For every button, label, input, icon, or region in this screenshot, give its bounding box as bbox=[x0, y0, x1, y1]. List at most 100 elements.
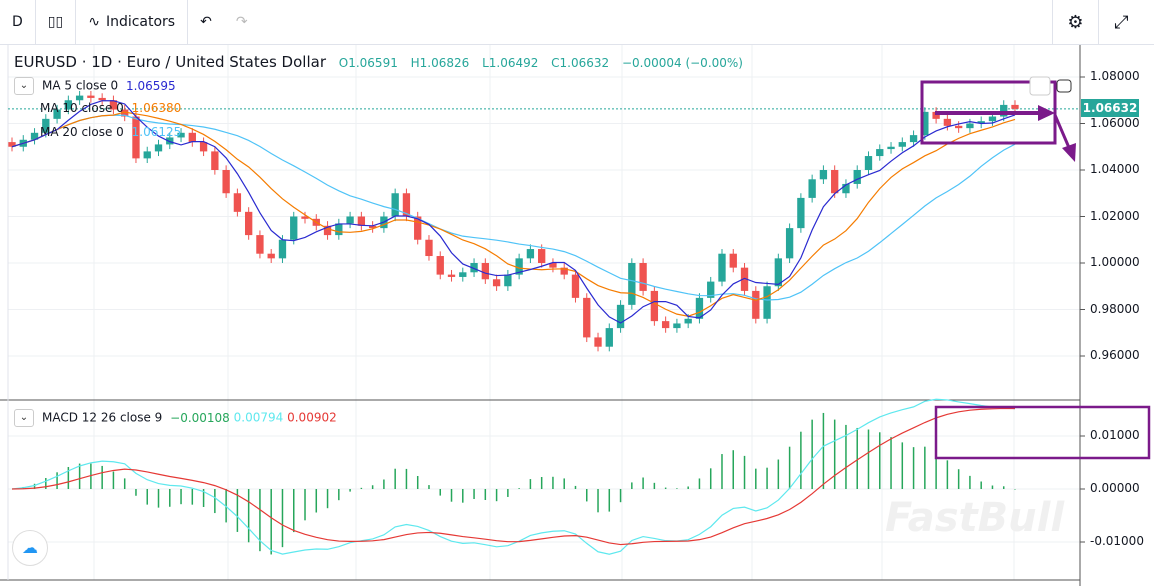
macd-value: 0.00794 bbox=[233, 410, 284, 425]
candle-body bbox=[876, 149, 884, 157]
collapse-chevron-icon[interactable]: ⌄ bbox=[14, 409, 34, 427]
candle-body bbox=[797, 197, 805, 229]
redo-icon[interactable]: ↷ bbox=[235, 14, 248, 30]
candle-body bbox=[53, 109, 61, 119]
candle-body bbox=[1011, 104, 1019, 109]
candle-body bbox=[752, 290, 760, 319]
candle-body bbox=[594, 337, 602, 347]
candle-body bbox=[143, 151, 151, 159]
macd-signal-value: 0.00902 bbox=[287, 410, 337, 425]
candle-body bbox=[571, 274, 580, 298]
macd-legend: ⌄ MACD 12 26 close 9 −0.00108 0.00794 0.0… bbox=[14, 409, 337, 427]
candle-body bbox=[560, 267, 568, 275]
macd-tick-label: -0.01000 bbox=[1090, 534, 1144, 548]
gear-icon[interactable]: ⚙ bbox=[1052, 0, 1098, 44]
macd-tick-label: 0.01000 bbox=[1090, 428, 1140, 442]
candle-body bbox=[684, 318, 692, 324]
annotation-arrowhead bbox=[1038, 105, 1055, 121]
candle-body bbox=[121, 109, 129, 117]
candle-body bbox=[368, 225, 377, 229]
ma5-legend: ⌄ MA 5 close 0 1.06595 bbox=[14, 77, 176, 95]
candle-body bbox=[481, 263, 489, 280]
candle-body bbox=[549, 263, 557, 268]
candle-body bbox=[245, 211, 253, 236]
fullscreen-icon[interactable]: ⤢ bbox=[1098, 0, 1144, 44]
candle-body bbox=[233, 193, 242, 212]
annotation-arrow-down bbox=[1053, 114, 1072, 151]
ma5-line bbox=[11, 100, 1016, 324]
candle-body bbox=[98, 97, 106, 101]
candle-body bbox=[695, 297, 704, 319]
candle-body bbox=[256, 235, 264, 254]
candle-body bbox=[290, 216, 298, 240]
candle-body bbox=[132, 116, 140, 159]
symbol-legend: EURUSD · 1D · Euro / United States Dolla… bbox=[14, 53, 743, 71]
candle-body bbox=[977, 121, 985, 124]
collapse-chevron-icon[interactable]: ⌄ bbox=[14, 77, 34, 95]
interval-button[interactable]: D bbox=[0, 0, 36, 44]
ma5-value: 1.06595 bbox=[126, 78, 176, 93]
macd-label: MACD 12 26 close 9 bbox=[42, 410, 163, 425]
price-tick-label: 1.06000 bbox=[1090, 115, 1140, 130]
candle-body bbox=[188, 132, 196, 143]
candle-body bbox=[459, 272, 467, 277]
candle-body bbox=[605, 328, 613, 347]
candle-body bbox=[425, 239, 433, 257]
candle-body bbox=[864, 156, 873, 170]
macd-line bbox=[11, 398, 1016, 555]
symbol-title: EURUSD · 1D · Euro / United States Dolla… bbox=[14, 53, 326, 71]
annotation-box bbox=[920, 80, 1057, 145]
candle-body bbox=[346, 216, 354, 224]
ma20-value: 1.06125 bbox=[131, 125, 182, 139]
candle-body bbox=[75, 95, 84, 101]
candle-body bbox=[199, 142, 208, 152]
price-tick-label: 1.02000 bbox=[1090, 208, 1140, 223]
indicators-button[interactable]: ∿ Indicators bbox=[76, 0, 189, 44]
candle-body bbox=[42, 118, 50, 133]
candle-body bbox=[785, 228, 794, 259]
candle-body bbox=[391, 193, 399, 217]
candle-body bbox=[853, 170, 861, 184]
candle-body bbox=[887, 146, 895, 150]
auto-scale-icon bbox=[1056, 79, 1072, 93]
ma10-value: 1.06380 bbox=[131, 101, 182, 115]
candle-body bbox=[729, 253, 737, 268]
scroll-to-latest-button bbox=[1029, 76, 1051, 96]
price-tick-label: 1.04000 bbox=[1090, 162, 1140, 176]
candle-body bbox=[628, 263, 636, 305]
candles-icon[interactable]: ▯▯ bbox=[36, 0, 77, 44]
candle-body bbox=[966, 123, 974, 129]
candle-body bbox=[1000, 104, 1008, 117]
candle-body bbox=[954, 125, 963, 129]
candle-body bbox=[932, 111, 940, 119]
candle-body bbox=[661, 321, 670, 329]
price-tick-label: 0.98000 bbox=[1090, 301, 1140, 316]
macd-signal-line bbox=[11, 407, 1016, 546]
top-toolbar: D ▯▯ ∿ Indicators ↶ ↷ ⚙ ⤢ bbox=[0, 0, 1154, 45]
candle-body bbox=[718, 253, 726, 282]
watermark: FastBull bbox=[885, 495, 1065, 541]
candle-body bbox=[707, 281, 715, 298]
candle-body bbox=[673, 323, 681, 329]
tradingview-logo-icon[interactable]: ☁ bbox=[12, 530, 48, 566]
candle-body bbox=[278, 239, 287, 259]
candle-body bbox=[30, 132, 39, 140]
annotation-arrowhead bbox=[1062, 143, 1076, 162]
candle-body bbox=[447, 274, 456, 277]
undo-icon[interactable]: ↶ bbox=[200, 14, 212, 30]
candle-body bbox=[909, 135, 918, 143]
candle-body bbox=[166, 137, 174, 145]
candle-body bbox=[763, 286, 771, 319]
candle-body bbox=[774, 258, 782, 287]
candle-body bbox=[504, 274, 512, 287]
candle-body bbox=[583, 297, 591, 338]
candle-body bbox=[740, 267, 749, 291]
candle-body bbox=[943, 118, 952, 126]
candle-body bbox=[639, 263, 647, 291]
ohlc-change: −0.00004 (−0.00%) bbox=[621, 56, 743, 70]
candle-body bbox=[414, 216, 422, 240]
candle-body bbox=[842, 183, 850, 194]
ma10-line bbox=[11, 111, 1016, 317]
indicators-icon: ∿ bbox=[88, 14, 100, 30]
